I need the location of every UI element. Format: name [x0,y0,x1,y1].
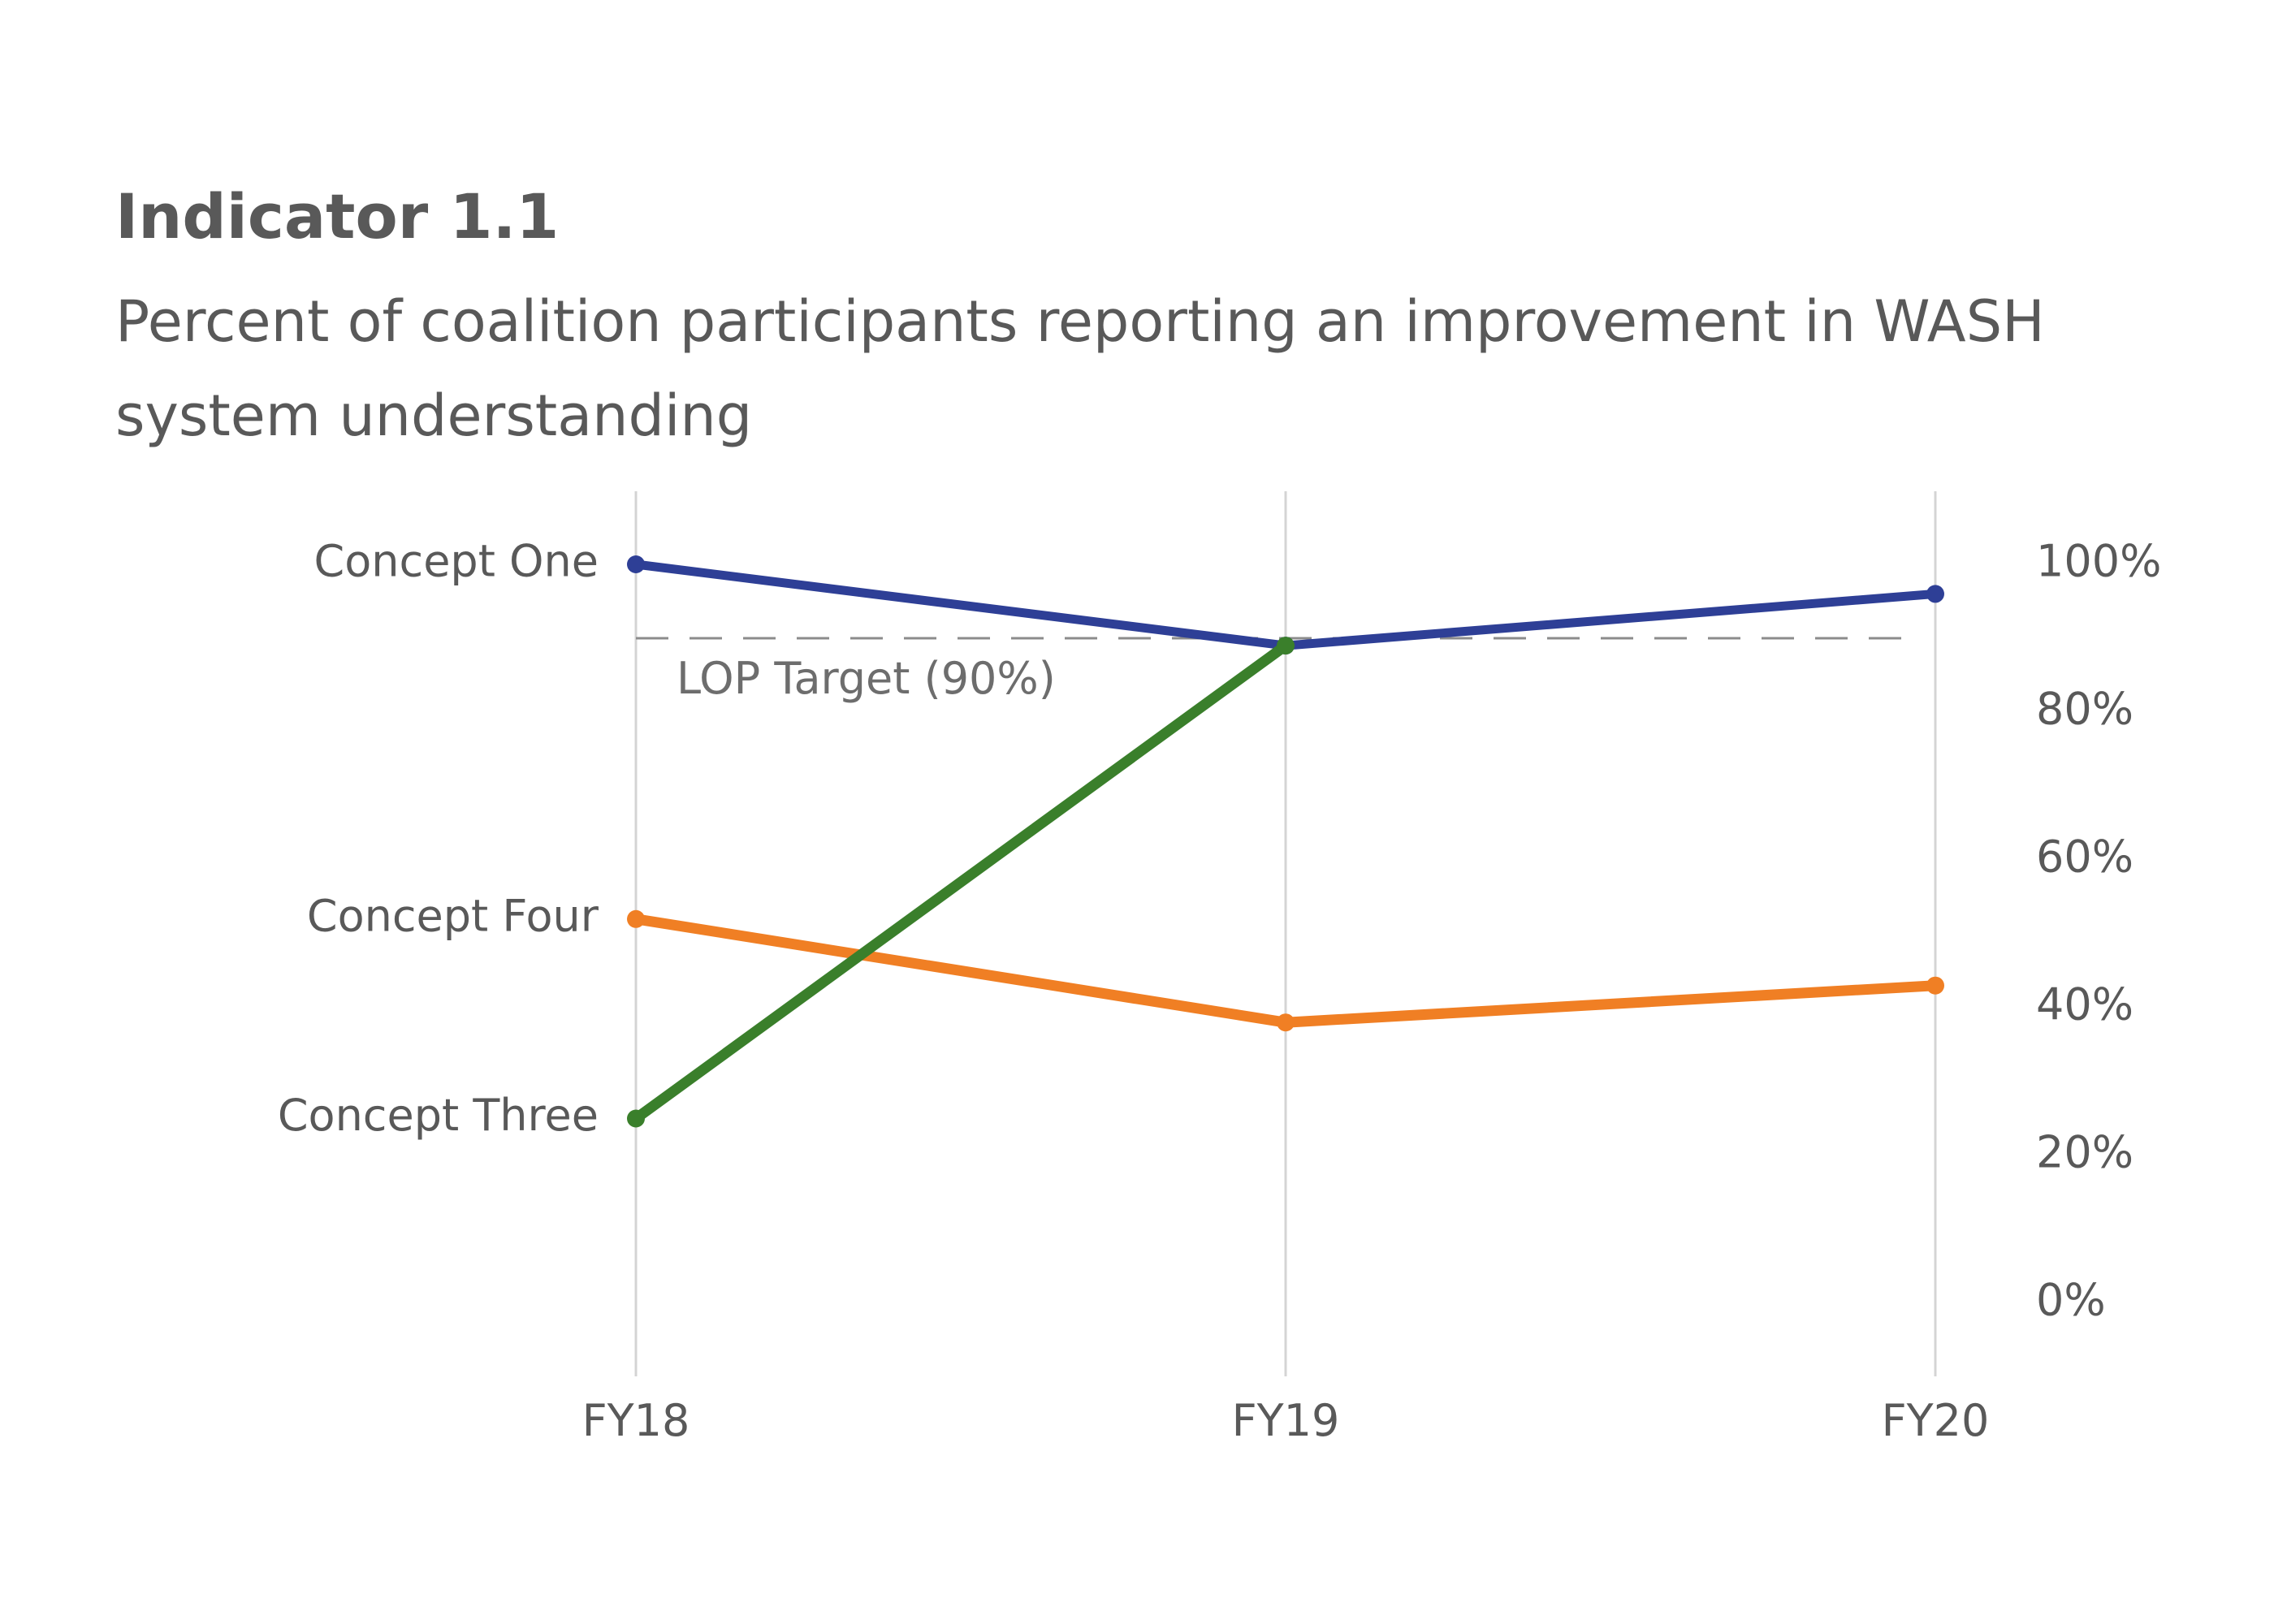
target-label: LOP Target (90%) [677,653,1056,704]
series-label-concept-four: Concept Four [307,890,599,941]
y-tick-0: 0% [2036,1275,2106,1326]
data-point-concept-three-fy18 [627,1109,645,1128]
data-point-concept-four-fy19 [1277,1013,1295,1032]
data-point-concept-one-fy20 [1926,585,1944,603]
y-tick-80: 80% [2036,684,2133,735]
chart-subtitle: Percent of coalition participants report… [115,288,2045,449]
series-labels: Concept One Concept Four Concept Three [278,536,599,1142]
data-point-concept-four-fy18 [627,909,645,928]
series-label-concept-three: Concept Three [278,1090,599,1141]
data-point-concept-three-fy19 [1277,637,1295,655]
series-label-concept-one: Concept One [314,536,599,587]
series-points [627,555,1944,1128]
data-point-concept-four-fy20 [1926,976,1944,995]
y-tick-60: 60% [2036,831,2133,883]
vertical-gridlines [634,491,1937,1376]
x-axis-ticks: FY18 FY19 FY20 [582,1395,1990,1446]
x-tick-fy19: FY19 [1232,1395,1340,1446]
target-line-group: LOP Target (90%) [636,637,1911,704]
y-tick-40: 40% [2036,979,2133,1030]
x-tick-fy20: FY20 [1882,1395,1990,1446]
chart-title: Indicator 1.1 [115,180,560,253]
series-line-concept-three [630,640,1291,1124]
data-point-concept-one-fy18 [627,555,645,573]
y-tick-20: 20% [2036,1127,2133,1178]
y-tick-100: 100% [2036,536,2161,587]
y-axis-ticks: 0% 20% 40% 60% 80% 100% [2036,536,2161,1326]
x-tick-fy18: FY18 [582,1395,690,1446]
